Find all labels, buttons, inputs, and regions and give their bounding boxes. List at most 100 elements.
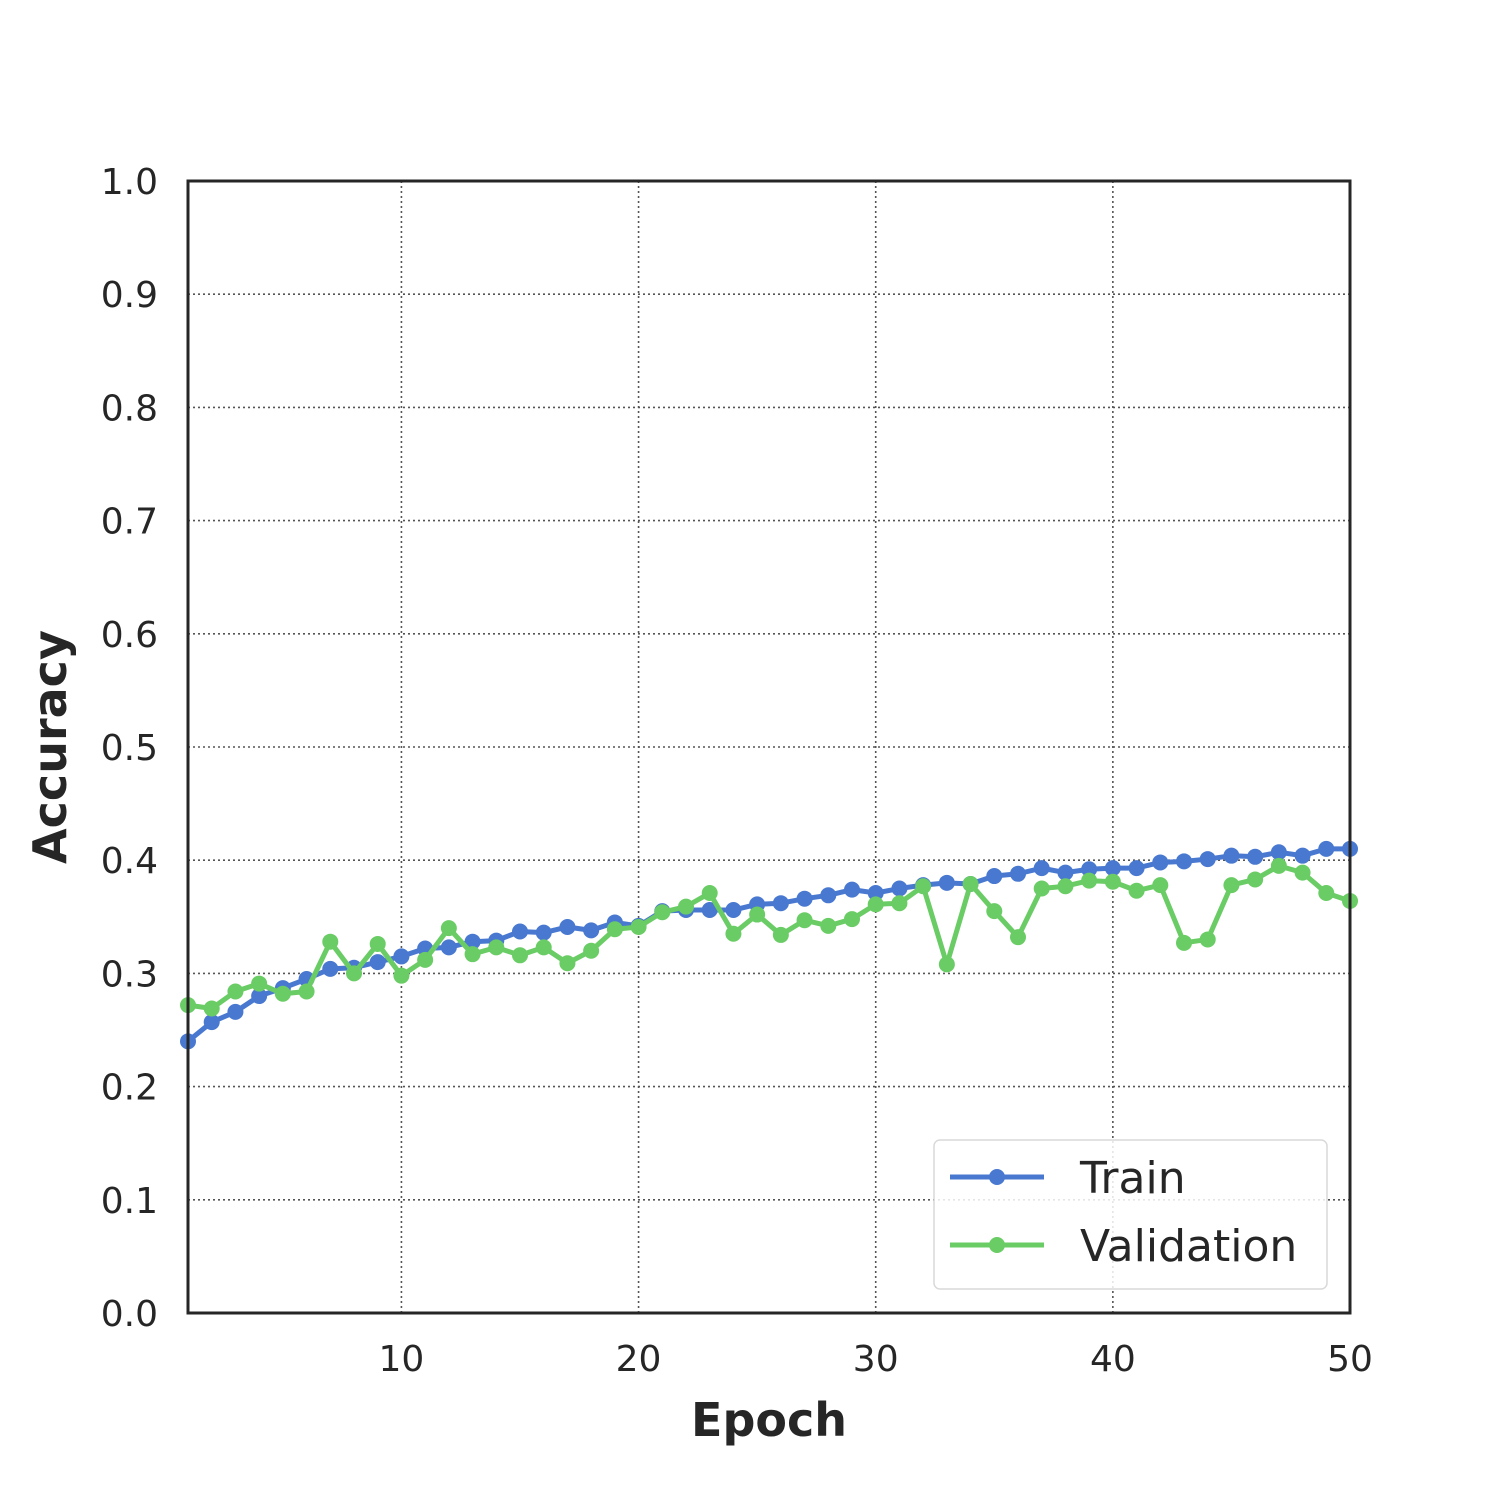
data-point [1223, 877, 1240, 894]
data-point [772, 895, 789, 912]
data-point [393, 967, 410, 984]
data-point [251, 988, 268, 1005]
data-point [298, 983, 315, 1000]
x-tick-label: 30 [853, 1339, 899, 1380]
data-point [1318, 885, 1335, 902]
data-point [440, 939, 457, 956]
data-point [464, 933, 481, 950]
data-point [1270, 844, 1287, 861]
data-point [203, 1000, 220, 1017]
plot-frame [186, 179, 1352, 1315]
data-point [227, 983, 244, 1000]
data-point [962, 875, 979, 892]
data-point [986, 868, 1003, 885]
series-line [186, 846, 1350, 1044]
data-point [844, 881, 860, 898]
x-axis-ticks: 10 20 30 40 50 [379, 1339, 1373, 1380]
data-point [630, 918, 647, 935]
data-point [1010, 865, 1026, 882]
data-point [535, 924, 552, 941]
y-tick-label: 0.2 [101, 1068, 158, 1109]
data-point [1199, 851, 1216, 868]
data-point [1152, 877, 1169, 894]
data-point [749, 906, 766, 923]
data-point [583, 922, 600, 939]
data-point [867, 885, 884, 902]
data-point [251, 975, 268, 992]
y-tick-label: 0.0 [101, 1294, 158, 1335]
legend-label: Validation [1080, 1221, 1297, 1272]
data-point [274, 985, 291, 1002]
data-point [346, 965, 362, 982]
data-point [1128, 860, 1145, 877]
data-point [701, 902, 718, 919]
y-tick-label: 0.6 [101, 615, 158, 656]
legend: Train Validation [933, 1139, 1328, 1290]
legend-marker [989, 1237, 1005, 1253]
data-point [1081, 872, 1098, 889]
x-tick-label: 50 [1327, 1339, 1373, 1380]
y-axis-title: Accuracy [23, 630, 77, 864]
data-point [938, 874, 955, 891]
data-point [891, 895, 908, 912]
series-layer [180, 840, 1358, 1050]
data-point [986, 903, 1003, 920]
data-point [1128, 882, 1145, 899]
y-tick-label: 1.0 [101, 162, 158, 203]
data-point [559, 955, 576, 972]
data-point [606, 921, 623, 938]
data-point [1270, 857, 1287, 874]
data-point [322, 933, 339, 950]
legend-label: Train [1079, 1153, 1186, 1204]
data-point [701, 885, 718, 902]
data-point [844, 911, 860, 928]
data-point [1057, 878, 1074, 895]
data-point [512, 923, 528, 940]
data-point [1176, 853, 1192, 870]
series-validation [180, 857, 1358, 1017]
data-point [1176, 934, 1192, 951]
y-axis-ticks: 0.0 0.1 0.2 0.3 0.4 0.5 0.6 0.7 0.8 0.9 1.0 [101, 162, 158, 1335]
data-point [1223, 847, 1240, 864]
data-point [369, 954, 386, 971]
data-point [1247, 848, 1264, 865]
data-point [1247, 871, 1264, 888]
data-point [227, 1003, 244, 1020]
y-tick-label: 0.7 [101, 502, 158, 543]
x-tick-label: 20 [616, 1339, 662, 1380]
x-tick-label: 40 [1090, 1339, 1136, 1380]
x-tick-label: 10 [379, 1339, 425, 1380]
data-point [322, 960, 339, 977]
data-point [796, 912, 813, 929]
data-point [725, 925, 742, 942]
data-point [1199, 931, 1216, 948]
data-point [1294, 847, 1311, 864]
data-point [796, 890, 813, 907]
series-line [187, 863, 1351, 1011]
data-point [464, 946, 481, 963]
data-point [678, 898, 694, 915]
data-point [915, 878, 932, 895]
data-point [1081, 861, 1098, 878]
data-point [1294, 864, 1311, 881]
data-point [820, 917, 837, 934]
data-point [1033, 880, 1050, 897]
data-point [1010, 929, 1026, 946]
data-point [535, 939, 552, 956]
data-point [488, 939, 505, 956]
data-point [559, 918, 576, 935]
data-point [1104, 860, 1121, 877]
data-point [369, 935, 386, 952]
data-point [820, 887, 837, 904]
data-point [440, 920, 457, 937]
legend-marker [989, 1169, 1005, 1185]
data-point [867, 896, 884, 913]
y-tick-label: 0.1 [101, 1181, 158, 1222]
y-tick-label: 0.3 [101, 954, 158, 995]
data-point [583, 942, 600, 959]
y-tick-label: 0.9 [101, 275, 158, 316]
y-tick-label: 0.8 [101, 388, 158, 429]
y-tick-label: 0.4 [101, 841, 158, 882]
y-tick-label: 0.5 [101, 728, 158, 769]
data-point [1033, 860, 1050, 877]
